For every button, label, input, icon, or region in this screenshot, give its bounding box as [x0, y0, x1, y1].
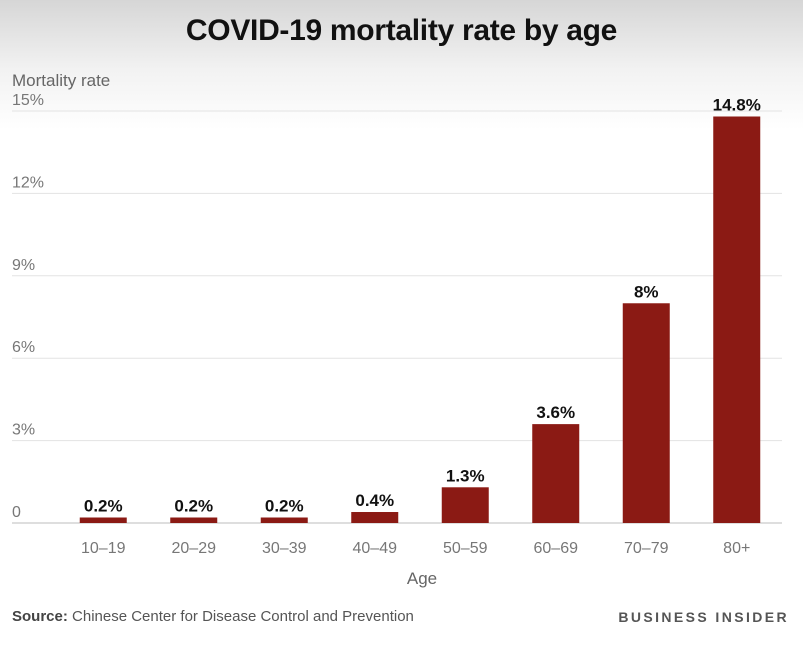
x-tick-label: 30–39 [262, 540, 307, 557]
x-tick-label: 40–49 [353, 540, 398, 557]
bar [713, 116, 761, 523]
x-tick-label: 70–79 [624, 540, 669, 557]
source-label: Source: [12, 608, 68, 625]
data-label: 0.2% [265, 497, 304, 516]
y-tick-label: 3% [12, 422, 35, 439]
bar [170, 517, 218, 523]
source-note: Source: Chinese Center for Disease Contr… [12, 608, 414, 625]
bar [441, 487, 489, 523]
y-tick-label: 12% [12, 174, 44, 191]
data-label: 8% [634, 282, 659, 301]
data-label: 0.2% [84, 497, 123, 516]
bar [79, 517, 127, 523]
data-label: 0.4% [355, 491, 394, 510]
x-tick-label: 20–29 [172, 540, 217, 557]
bar [622, 303, 670, 523]
y-tick-label: 6% [12, 339, 35, 356]
x-tick-label: 50–59 [443, 540, 488, 557]
bar [532, 424, 580, 523]
chart-title: COVID-19 mortality rate by age [185, 14, 618, 47]
y-tick-label: 15% [12, 92, 44, 109]
data-label: 1.3% [446, 466, 485, 485]
source-text: Chinese Center for Disease Control and P… [67, 608, 414, 625]
x-tick-label: 10–19 [81, 540, 126, 557]
brand-logo: BUSINESS INSIDER [618, 609, 789, 625]
x-tick-label: 80+ [723, 540, 750, 557]
y-tick-label: 0 [12, 504, 21, 521]
y-tick-label: 9% [12, 257, 35, 274]
data-label: 14.8% [713, 95, 761, 114]
y-axis-label: Mortality rate [12, 71, 110, 90]
x-tick-label: 60–69 [534, 540, 579, 557]
bar [351, 512, 399, 523]
x-axis-label: Age [407, 569, 437, 588]
data-label: 0.2% [174, 497, 213, 516]
bar [260, 517, 308, 523]
data-label: 3.6% [536, 403, 575, 422]
